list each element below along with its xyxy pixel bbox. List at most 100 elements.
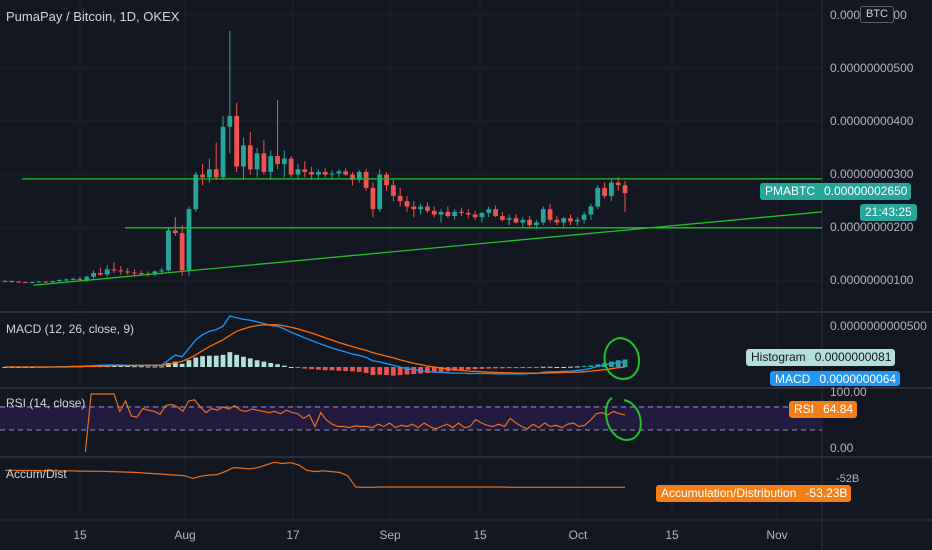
candle-body	[111, 269, 117, 271]
histogram-bar	[336, 367, 342, 371]
histogram-bar	[111, 365, 117, 367]
candle-body	[356, 171, 362, 180]
histogram-bar	[493, 367, 498, 369]
candle-body	[540, 209, 546, 223]
histogram-bar	[513, 367, 519, 369]
histogram-bar	[241, 356, 246, 367]
candle-body	[104, 269, 110, 275]
histogram-bar	[452, 367, 458, 371]
time-tick-label: Oct	[569, 528, 588, 542]
drawing-lines[interactable]	[22, 178, 823, 286]
candle-body	[247, 145, 253, 170]
histogram-bar	[486, 367, 492, 369]
candle-body	[254, 153, 260, 170]
countdown-value: 21:43:25	[865, 205, 912, 219]
macd-title: MACD (12, 26, close, 9)	[6, 322, 134, 336]
histogram-bar	[588, 365, 594, 367]
candle-body	[275, 155, 280, 164]
candle-body	[9, 281, 15, 282]
candle-body	[268, 155, 274, 172]
histogram-bar	[309, 367, 314, 370]
candle-body	[118, 270, 124, 272]
histogram-bar	[118, 365, 124, 367]
price-tick-label: 0.00000000300	[830, 167, 914, 181]
candle-body	[77, 278, 83, 280]
candle-body	[493, 209, 498, 217]
histogram-bar	[363, 367, 369, 373]
histogram-bar	[350, 367, 355, 372]
candle-body	[397, 195, 403, 202]
histogram-bar	[527, 367, 532, 368]
histogram-bar	[499, 367, 505, 369]
histogram-bar	[465, 367, 471, 370]
candle-body	[329, 173, 335, 175]
macd-tick-label: 0.0000000000500	[830, 319, 927, 333]
histogram-bar	[220, 354, 226, 367]
rsi-value: 64.84	[823, 402, 854, 416]
candle-body	[411, 206, 417, 210]
accum-dist-value: -53.23B	[805, 486, 848, 500]
histogram-bar	[356, 367, 362, 372]
accum-dist-name: Accumulation/Distribution	[661, 486, 797, 500]
accum-dist-label: Accumulation/Distribution -53.23B	[656, 485, 852, 502]
last-price-label: PMABTC 0.00000002650	[760, 183, 912, 200]
histogram-bar	[574, 366, 580, 368]
rsi-title: RSI (14, close)	[6, 396, 85, 410]
candle-body	[547, 209, 553, 220]
histogram-bar	[608, 361, 614, 367]
histogram-bar	[247, 358, 253, 367]
histogram-bar	[125, 365, 131, 367]
histogram-bar	[316, 367, 321, 370]
histogram-bar	[384, 367, 389, 376]
histogram-bar	[425, 367, 430, 373]
candle-body	[43, 281, 49, 283]
candle-body	[574, 219, 580, 222]
candle-body	[91, 273, 96, 277]
histogram-bar	[302, 367, 308, 369]
candle-body	[132, 272, 137, 274]
candle-body	[602, 187, 607, 196]
time-tick-label: Sep	[379, 528, 401, 542]
histogram-bar	[561, 367, 567, 368]
time-tick-label: 17	[286, 528, 300, 542]
candle-body	[568, 218, 573, 222]
histogram-bar	[166, 362, 171, 367]
rsi-band	[0, 406, 822, 430]
time-tick-label: Nov	[766, 528, 787, 542]
histogram-bar	[234, 354, 240, 367]
macd-label: MACD 0.0000000064	[770, 371, 901, 386]
candle-body	[588, 206, 594, 215]
candle-body	[322, 171, 328, 175]
candle-body	[350, 174, 355, 180]
histogram-bar	[179, 363, 185, 367]
candle-body	[581, 214, 587, 220]
candle-body	[16, 281, 22, 283]
candle-body	[159, 270, 165, 272]
candle-body	[70, 278, 76, 280]
histogram-bar	[438, 367, 444, 372]
price-tick-label: 0.00000000100	[830, 273, 914, 287]
candle-body	[36, 281, 42, 283]
candle-body	[125, 271, 131, 273]
candle-body	[622, 185, 628, 194]
price-tick-label: 0.00000000200	[830, 220, 914, 234]
candle-body	[213, 169, 219, 178]
accum-dist-tick-label: -52B	[836, 473, 859, 485]
time-tick-label: 15	[665, 528, 679, 542]
grid-lines	[0, 0, 822, 520]
chart-title: PumaPay / Bitcoin, 1D, OKEX	[6, 9, 180, 24]
candle-body	[445, 211, 451, 217]
histogram-bar	[200, 356, 205, 367]
candle-body	[309, 171, 314, 175]
histogram-bar	[547, 366, 553, 368]
time-axis-ticks[interactable]: 15 Aug 17 Sep 15 Oct 15 Nov	[73, 528, 787, 542]
histogram-bar	[534, 367, 539, 368]
histogram-bar	[138, 366, 144, 368]
currency-button[interactable]: BTC	[860, 6, 894, 23]
candle-body	[220, 126, 226, 178]
candle-body	[98, 273, 103, 275]
histogram-bar	[568, 366, 573, 368]
macd-value: 0.0000000064	[819, 372, 897, 386]
candle-body	[207, 169, 212, 178]
